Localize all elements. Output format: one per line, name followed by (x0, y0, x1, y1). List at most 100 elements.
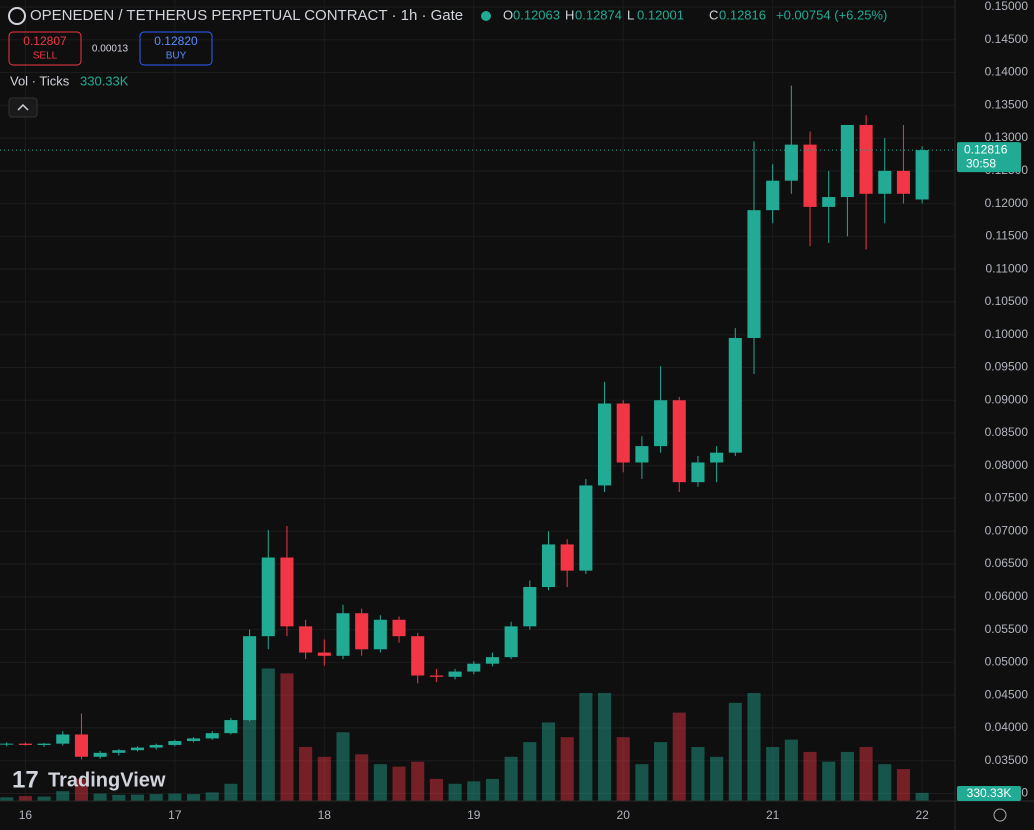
candle-body (336, 613, 350, 656)
y-tick-label: 0.15000 (985, 0, 1029, 13)
sell-button[interactable] (8, 31, 82, 66)
logo-mark: 17 (12, 766, 39, 793)
y-tick-label: 0.12000 (985, 196, 1029, 210)
y-tick-label: 0.11000 (986, 261, 1029, 275)
candle-body (299, 626, 313, 653)
x-tick-label: 20 (617, 808, 631, 822)
y-tick-label: 0.13000 (985, 130, 1029, 144)
candle-body (373, 619, 387, 650)
last-price-badge (957, 142, 1021, 173)
candle-body (915, 150, 929, 200)
volume-bar (112, 794, 126, 801)
volume-bar (224, 783, 238, 801)
settings-icon[interactable] (993, 808, 1007, 822)
x-tick-label: 17 (168, 808, 182, 822)
volume-bar (355, 754, 369, 801)
candle-body (18, 743, 32, 745)
volume-badge-label: 330.33K (967, 786, 1012, 800)
sell-label[interactable]: SELL (33, 51, 58, 62)
ohlc-value: 0.12874 (575, 7, 622, 22)
sell-price[interactable]: 0.12807 (23, 34, 67, 48)
x-tick-label: 22 (915, 808, 929, 822)
ohlc-key: H (565, 7, 574, 22)
candle-body (859, 124, 873, 194)
volume-bar (597, 693, 612, 801)
volume-bar (635, 764, 649, 801)
countdown: 30:58 (966, 156, 996, 170)
candle-body (317, 652, 331, 656)
volume-title: Vol · Ticks (10, 73, 70, 88)
spread: 0.00013 (92, 44, 129, 55)
buy-price[interactable]: 0.12820 (154, 34, 198, 48)
status-dot (481, 11, 491, 21)
y-tick-label: 0.10000 (985, 327, 1029, 341)
volume-bar (766, 747, 780, 801)
y-tick-label: 0.09000 (985, 392, 1029, 406)
candle-body (766, 180, 780, 211)
candle-body (411, 636, 425, 676)
volume-bar (728, 702, 742, 801)
candle-body (878, 170, 892, 194)
buy-label[interactable]: BUY (166, 51, 187, 62)
volume-bar (485, 778, 499, 801)
candle-body (187, 738, 201, 742)
volume-bar (915, 792, 929, 801)
volume-bar (280, 673, 294, 801)
candle-body (597, 403, 612, 486)
candle-body (467, 663, 481, 672)
volume-bar (803, 751, 817, 801)
last-price-label: 0.12816 (964, 142, 1008, 156)
candle-body (579, 485, 593, 571)
candle-body (37, 743, 51, 745)
volume-bar (373, 764, 387, 801)
candle-body (523, 587, 537, 627)
collapse-icon[interactable] (17, 103, 29, 111)
candle-body (168, 741, 182, 745)
y-tick-label: 0.04500 (985, 687, 1029, 701)
y-tick-label: 0.10500 (985, 294, 1029, 308)
watermark: TradingView (48, 769, 166, 791)
candle-body (0, 743, 14, 745)
y-tick-label: 0.03500 (985, 753, 1029, 767)
volume-bar (56, 791, 70, 801)
volume-bar (878, 764, 892, 801)
volume-bar (822, 761, 836, 801)
volume-bar (579, 693, 593, 801)
change: +0.00754 (+6.25%) (776, 7, 887, 22)
candle-body (261, 557, 275, 637)
collapse-button[interactable] (8, 97, 38, 118)
volume-bar (616, 737, 630, 801)
ohlc-value: 0.12001 (637, 7, 684, 22)
volume-bar (840, 751, 854, 801)
volume-bar (168, 793, 182, 801)
y-tick-label: 0.08500 (985, 425, 1029, 439)
volume-bar (205, 792, 219, 801)
x-tick-label: 21 (766, 808, 780, 822)
candles (0, 85, 929, 760)
x-tick-label: 16 (19, 808, 33, 822)
y-tick-label: 0.14000 (985, 65, 1029, 79)
volume-bar (541, 722, 556, 801)
candle-body (803, 144, 817, 207)
candle-body (448, 671, 462, 677)
ohlc-key: L (627, 7, 634, 22)
volume-bar (448, 783, 462, 801)
y-tick-label: 0.05000 (985, 655, 1029, 669)
candle-body (672, 400, 686, 483)
volume-bar (336, 732, 350, 801)
y-tick-label: 0.13500 (985, 97, 1029, 111)
volume-bar (37, 796, 51, 801)
x-tick-label: 19 (467, 808, 481, 822)
candle-body (355, 613, 369, 650)
volume-bar (243, 697, 257, 801)
buy-button[interactable] (139, 31, 213, 66)
volume-bar (672, 712, 686, 801)
ohlc-value: 0.12063 (513, 7, 560, 22)
candle-body (635, 446, 649, 463)
candle-body (205, 733, 219, 739)
volume-bar (411, 761, 425, 801)
ohlc-value: 0.12816 (719, 7, 766, 22)
volume-bar (429, 778, 443, 801)
